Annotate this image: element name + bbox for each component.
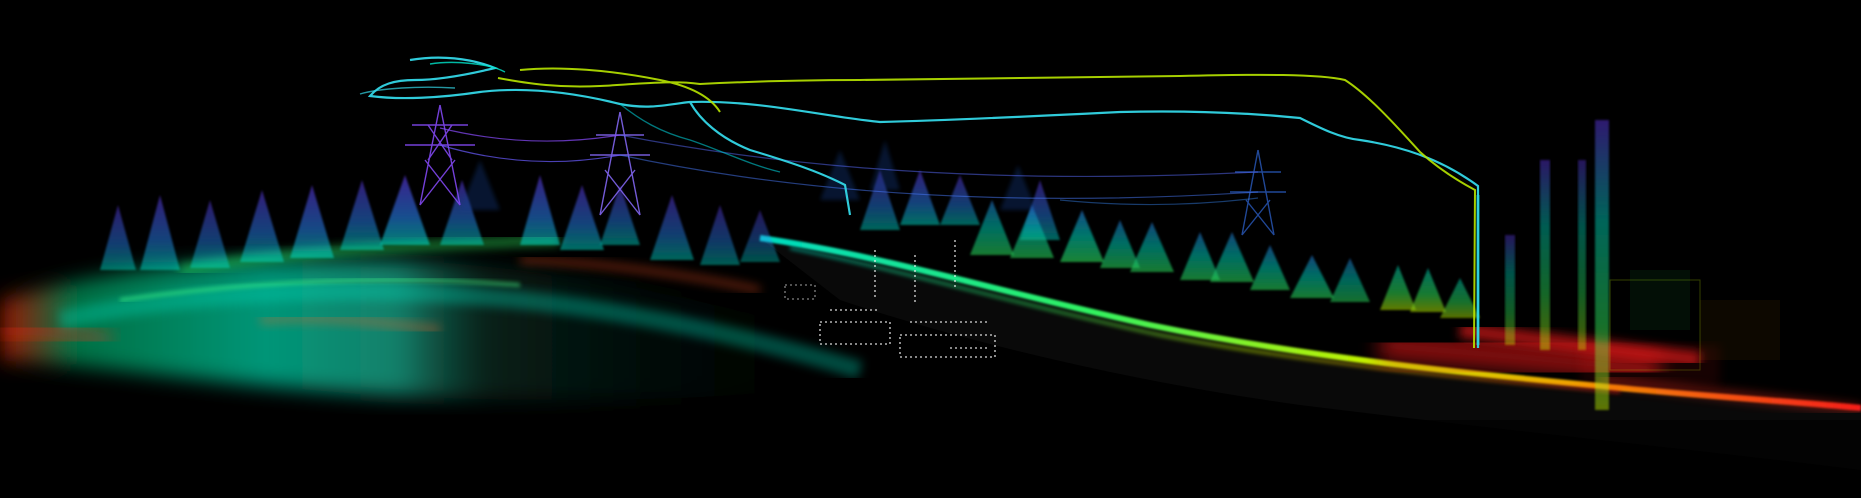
transmission-towers — [405, 104, 1286, 236]
transmission-tower-1 — [405, 104, 475, 206]
vehicle-3 — [874, 240, 956, 305]
industrial-structures — [1580, 270, 1780, 385]
transmission-tower-3 — [1230, 149, 1286, 236]
power-lines — [439, 127, 1259, 206]
flight-path-cyan — [367, 56, 1480, 348]
ground-terrain — [0, 235, 888, 400]
flight-path-lime — [497, 67, 1477, 349]
flight-trajectory — [359, 56, 1480, 349]
conifer-forest — [100, 140, 1480, 318]
vehicles — [784, 240, 996, 358]
vehicle-1 — [819, 309, 891, 345]
vehicle-2 — [899, 321, 996, 358]
